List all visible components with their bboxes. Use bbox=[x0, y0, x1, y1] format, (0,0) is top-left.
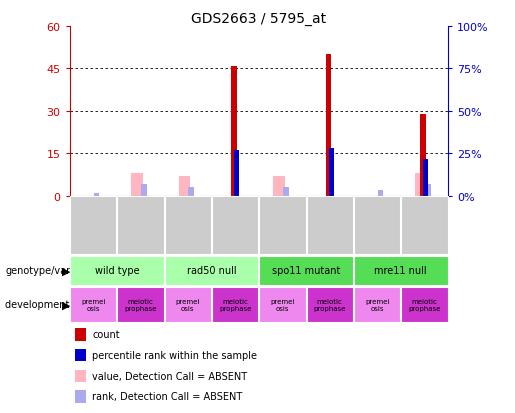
Text: value, Detection Call = ABSENT: value, Detection Call = ABSENT bbox=[92, 371, 247, 381]
Bar bbox=[273, 176, 285, 196]
Text: count: count bbox=[92, 330, 120, 339]
Bar bbox=[329, 148, 334, 196]
Text: ▶: ▶ bbox=[62, 266, 70, 275]
Text: rank, Detection Call = ABSENT: rank, Detection Call = ABSENT bbox=[92, 392, 243, 401]
Text: mre11 null: mre11 null bbox=[374, 266, 427, 275]
Bar bbox=[325, 55, 331, 196]
Text: meiotic
prophase: meiotic prophase bbox=[219, 298, 251, 311]
Text: rad50 null: rad50 null bbox=[186, 266, 236, 275]
Bar bbox=[420, 114, 426, 196]
Text: percentile rank within the sample: percentile rank within the sample bbox=[92, 350, 257, 360]
Bar bbox=[283, 188, 288, 196]
Bar bbox=[423, 159, 428, 196]
Text: meiotic
prophase: meiotic prophase bbox=[408, 298, 440, 311]
Bar bbox=[377, 190, 383, 196]
Bar bbox=[141, 185, 147, 196]
Text: premei
osis: premei osis bbox=[81, 298, 106, 311]
Bar bbox=[415, 173, 427, 196]
Text: spo11 mutant: spo11 mutant bbox=[272, 266, 340, 275]
Text: wild type: wild type bbox=[95, 266, 139, 275]
Bar bbox=[425, 185, 431, 196]
Title: GDS2663 / 5795_at: GDS2663 / 5795_at bbox=[191, 12, 327, 26]
Text: premei
osis: premei osis bbox=[365, 298, 389, 311]
Bar bbox=[179, 176, 191, 196]
Bar bbox=[131, 173, 143, 196]
Bar bbox=[234, 151, 239, 196]
Text: genotype/variation: genotype/variation bbox=[5, 266, 98, 275]
Text: premei
osis: premei osis bbox=[270, 298, 295, 311]
Text: ▶: ▶ bbox=[62, 299, 70, 310]
Bar bbox=[231, 66, 236, 196]
Text: premei
osis: premei osis bbox=[176, 298, 200, 311]
Bar bbox=[188, 188, 194, 196]
Text: meiotic
prophase: meiotic prophase bbox=[124, 298, 157, 311]
Bar bbox=[94, 193, 99, 196]
Text: development stage: development stage bbox=[5, 299, 100, 310]
Text: meiotic
prophase: meiotic prophase bbox=[314, 298, 346, 311]
